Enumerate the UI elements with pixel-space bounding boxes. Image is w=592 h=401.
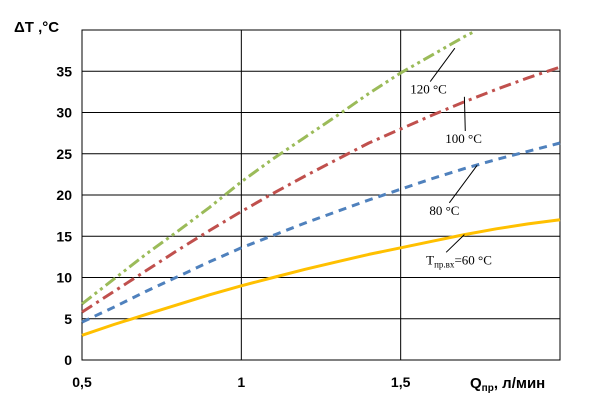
y-axis-title: ΔT ,°C — [14, 19, 59, 36]
y-tick-label: 10 — [56, 270, 72, 286]
y-tick-label: 30 — [56, 105, 72, 121]
y-tick-label: 35 — [56, 63, 72, 79]
y-tick-label: 5 — [64, 311, 72, 327]
x-axis-title-sub: пр — [482, 383, 494, 394]
series-group — [81, 30, 561, 337]
annotation-leader — [463, 96, 466, 132]
x-tick-label: 0,5 — [72, 374, 92, 390]
y-tick-label: 20 — [56, 187, 72, 203]
annotation-leader — [445, 234, 465, 253]
annotation-label-2: 80 °C — [429, 203, 459, 218]
annotation-label-3: Tпр.вх=60 °C — [426, 252, 492, 269]
x-tick-label: 1,5 — [391, 374, 411, 390]
annotation-leader — [448, 165, 478, 204]
x-axis-title-rest: , л/мин — [494, 375, 545, 392]
plot-frame — [81, 29, 561, 361]
x-tick-label: 1 — [237, 374, 245, 390]
annotation-leader — [429, 47, 456, 82]
x-axis-title: Qпр, л/мин — [470, 375, 545, 394]
series-line-0 — [81, 30, 475, 306]
axes: 0 5 10 15 20 25 30 35 0,5 1 1,5 — [56, 29, 561, 390]
series-line-3 — [81, 218, 561, 337]
annotation-label-1: 100 °C — [445, 131, 482, 146]
y-tick-label: 25 — [56, 146, 72, 162]
y-tick-label: 0 — [64, 352, 72, 368]
grid — [81, 29, 561, 361]
y-tick-label: 15 — [56, 228, 72, 244]
x-axis-title-main: Q — [470, 375, 482, 392]
annotation-label-0: 120 °C — [410, 82, 447, 97]
annotations: 120 °C 100 °C 80 °C Tпр.вх=60 °C — [410, 47, 492, 269]
series-line-2 — [81, 141, 561, 324]
series-line-1 — [81, 65, 561, 314]
